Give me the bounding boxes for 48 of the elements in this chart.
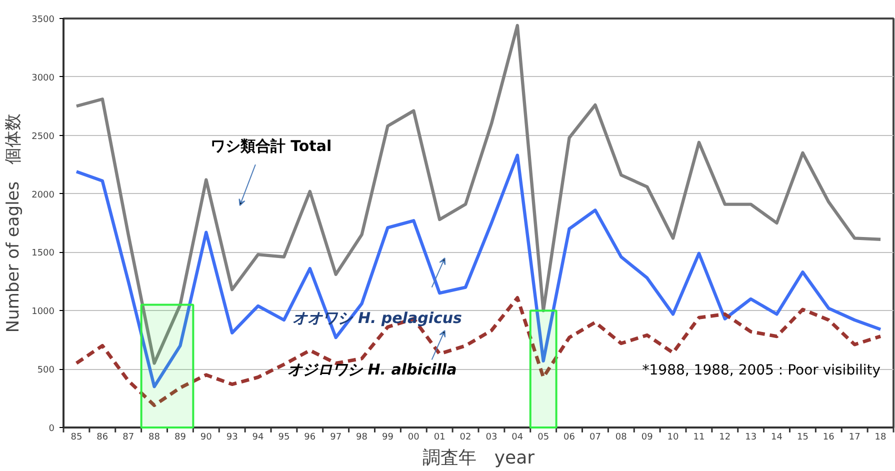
x-tick-label: 00 — [408, 432, 420, 442]
x-tick-label: 15 — [796, 432, 808, 442]
x-tick-label: 87 — [122, 432, 134, 442]
series-label: オジロワシ H. albicilla — [288, 360, 457, 378]
x-tick-label: 12 — [719, 432, 731, 442]
x-tick-label: 01 — [434, 432, 446, 442]
annotation: *1988, 1988, 2005 : Poor visibility — [642, 362, 881, 378]
x-tick-label: 88 — [148, 432, 160, 442]
y-tick-label: 2500 — [32, 132, 55, 142]
x-tick-label: 07 — [589, 432, 601, 442]
x-tick-label: 89 — [174, 432, 186, 442]
line-series — [74, 154, 882, 388]
x-tick-label: 85 — [70, 432, 82, 442]
y-tick-label: 1500 — [32, 248, 55, 259]
y-tick-label: 3500 — [32, 15, 55, 25]
x-tick-label: 17 — [848, 432, 860, 442]
x-tick-label: 93 — [226, 432, 238, 442]
x-tick-label: 99 — [382, 432, 394, 442]
x-tick-label: 98 — [356, 432, 368, 442]
x-tick-label: 97 — [330, 432, 342, 442]
line-series — [74, 296, 882, 408]
x-tick-label: 05 — [538, 432, 550, 442]
x-tick-label: 16 — [822, 432, 835, 442]
line-series — [74, 24, 882, 365]
y-tick-label: 1000 — [32, 307, 55, 318]
x-tick-label: 90 — [200, 432, 212, 442]
x-tick-label: 09 — [641, 432, 654, 442]
y-tick-label: 3000 — [32, 73, 55, 84]
y-axis-title: Number of eagles 個体数 — [4, 113, 24, 333]
x-tick-label: 06 — [564, 432, 576, 442]
x-tick-label: 94 — [252, 432, 264, 442]
x-tick-label: 14 — [771, 432, 783, 442]
x-tick-label: 10 — [667, 432, 680, 442]
y-tick-label: 2000 — [32, 190, 55, 200]
y-tick-label: 0 — [48, 424, 55, 434]
y-tick-label: 500 — [37, 366, 55, 376]
x-tick-label: 18 — [874, 432, 887, 442]
x-tick-label: 08 — [615, 432, 628, 442]
x-tick-label: 13 — [745, 432, 757, 442]
x-tick-label: 02 — [460, 432, 472, 442]
x-tick-label: 96 — [304, 432, 316, 442]
x-tick-label: 04 — [512, 432, 524, 442]
x-axis-title: 調査年 year — [422, 448, 536, 468]
x-tick-label: 95 — [278, 432, 290, 442]
x-tick-label: 11 — [693, 432, 705, 442]
series-label: ワシ類合計 Total — [210, 137, 332, 156]
x-tick-label: 03 — [486, 432, 498, 442]
x-tick-label: 86 — [96, 432, 108, 442]
